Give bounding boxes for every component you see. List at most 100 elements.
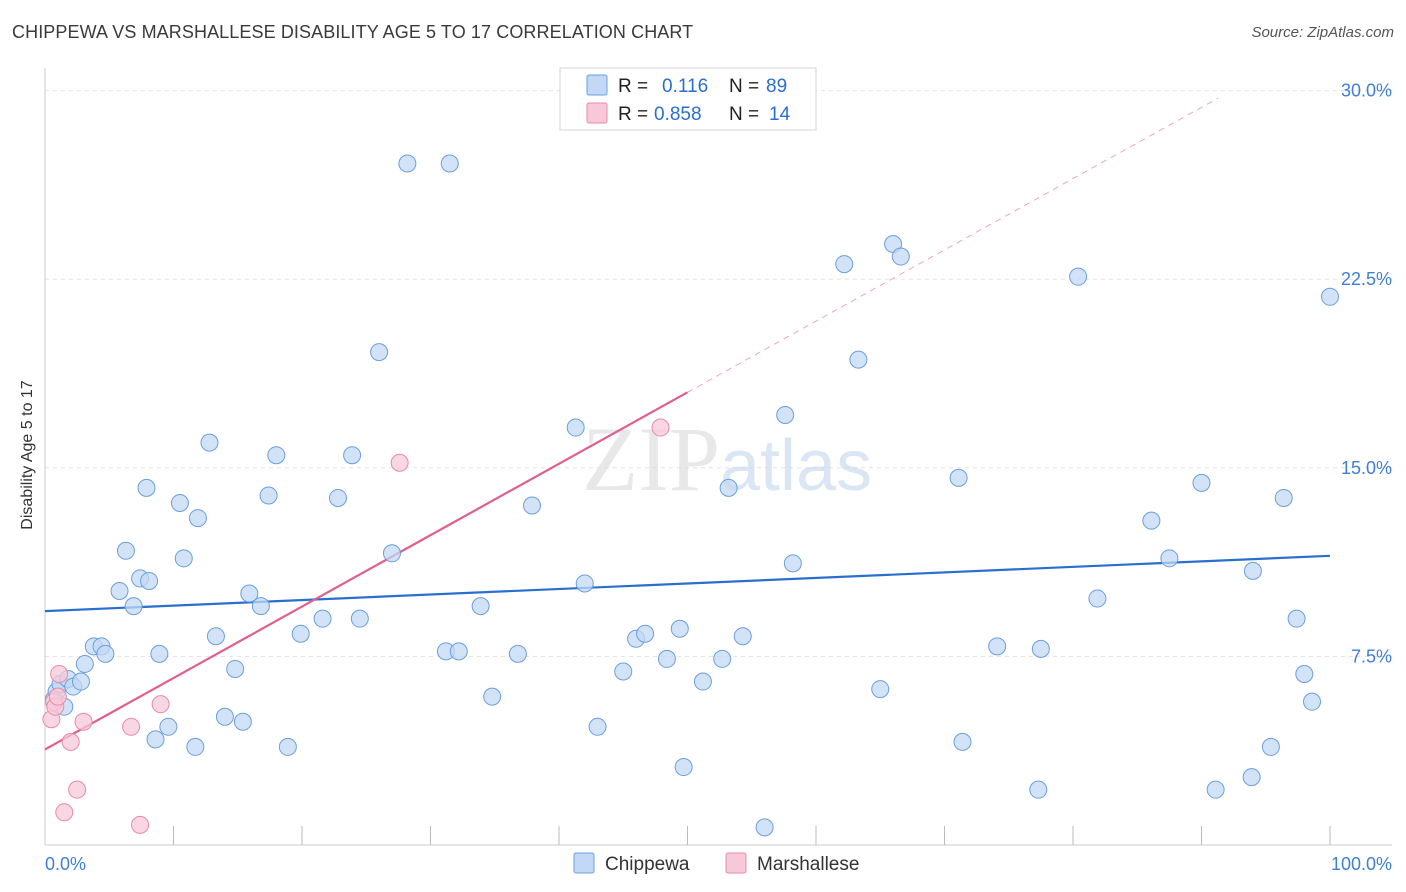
point-chippewa	[1029, 780, 1048, 799]
data-points	[42, 154, 1339, 837]
bottom-legend-swatch-marshallese	[725, 852, 747, 874]
legend-r-value-chippewa: 0.116	[662, 76, 708, 97]
point-chippewa	[1321, 287, 1339, 306]
y-tick-label: 7.5%	[1351, 646, 1392, 666]
point-chippewa	[278, 737, 297, 756]
point-chippewa	[350, 609, 369, 628]
point-chippewa	[215, 707, 234, 726]
point-chippewa	[1261, 737, 1280, 756]
point-chippewa	[988, 637, 1007, 656]
legend-n-label-marshallese: N =	[729, 104, 759, 125]
point-chippewa	[755, 818, 774, 837]
point-chippewa	[1088, 589, 1107, 608]
point-chippewa	[1160, 549, 1179, 568]
point-chippewa	[124, 597, 143, 616]
point-chippewa	[849, 350, 868, 369]
legend-n-value-chippewa: 89	[766, 76, 787, 97]
point-chippewa	[1295, 664, 1314, 683]
point-chippewa	[110, 582, 129, 601]
tick-labels: 7.5% 15.0% 22.5% 30.0% 0.0% 100.0%	[45, 81, 1392, 874]
point-marshallese	[151, 695, 170, 714]
point-chippewa	[343, 446, 362, 465]
legend: R = 0.116 N = 89 R = 0.858 N = 14	[559, 67, 817, 131]
point-marshallese	[48, 687, 67, 706]
point-chippewa	[233, 712, 252, 731]
point-chippewa	[953, 732, 972, 751]
point-marshallese	[390, 453, 409, 472]
chart-title: CHIPPEWA VS MARSHALLESE DISABILITY AGE 5…	[12, 22, 694, 42]
point-chippewa	[159, 717, 178, 736]
y-tick-label: 30.0%	[1341, 81, 1392, 101]
bottom-legend-label-marshallese: Marshallese	[757, 854, 859, 875]
legend-n-value-marshallese: 14	[769, 104, 791, 125]
point-chippewa	[871, 680, 890, 699]
legend-swatch-chippewa	[586, 74, 608, 96]
point-chippewa	[636, 624, 655, 643]
legend-r-label-marshallese: R =	[618, 104, 648, 125]
point-chippewa	[440, 154, 459, 173]
x-tick-label-min: 0.0%	[45, 854, 86, 874]
point-chippewa	[146, 730, 165, 749]
point-chippewa	[1142, 511, 1161, 530]
legend-r-label-chippewa: R =	[618, 76, 648, 97]
point-chippewa	[150, 644, 169, 663]
point-chippewa	[1192, 473, 1211, 492]
point-chippewa	[1287, 609, 1306, 628]
legend-r-value-marshallese: 0.858	[654, 104, 702, 125]
point-marshallese	[55, 803, 74, 822]
point-marshallese	[68, 780, 87, 799]
point-chippewa	[949, 468, 968, 487]
point-chippewa	[1274, 488, 1293, 507]
point-chippewa	[657, 649, 676, 668]
point-chippewa	[313, 609, 332, 628]
point-marshallese	[122, 717, 141, 736]
point-marshallese	[131, 815, 150, 834]
point-chippewa	[575, 574, 594, 593]
point-chippewa	[614, 662, 633, 681]
point-chippewa	[206, 627, 225, 646]
point-chippewa	[1243, 561, 1262, 580]
point-chippewa	[71, 672, 90, 691]
watermark-atlas: atlas	[720, 426, 872, 506]
point-chippewa	[251, 597, 270, 616]
point-marshallese	[50, 664, 69, 683]
point-chippewa	[188, 509, 207, 528]
point-chippewa	[116, 541, 135, 560]
point-chippewa	[140, 571, 159, 590]
point-chippewa	[398, 154, 417, 173]
point-marshallese	[74, 712, 93, 731]
point-chippewa	[523, 496, 542, 515]
point-chippewa	[137, 478, 156, 497]
point-chippewa	[588, 717, 607, 736]
point-chippewa	[174, 549, 193, 568]
trend-line-extension-marshallese	[687, 97, 1219, 393]
y-tick-label: 15.0%	[1341, 458, 1392, 478]
point-chippewa	[259, 486, 278, 505]
watermark-zip: ZIP	[582, 408, 720, 510]
point-chippewa	[483, 687, 502, 706]
source-label: Source: ZipAtlas.com	[1251, 24, 1394, 41]
point-chippewa	[1206, 780, 1225, 799]
point-chippewa	[1031, 639, 1050, 658]
x-tick-label-max: 100.0%	[1331, 854, 1392, 874]
point-chippewa	[670, 619, 689, 638]
point-chippewa	[693, 672, 712, 691]
bottom-legend: Chippewa Marshallese	[573, 852, 859, 875]
point-chippewa	[1069, 267, 1088, 286]
point-chippewa	[566, 418, 585, 437]
point-chippewa	[370, 343, 389, 362]
legend-n-label-chippewa: N =	[729, 76, 759, 97]
point-chippewa	[471, 597, 490, 616]
gridlines	[45, 90, 1392, 657]
point-chippewa	[508, 644, 527, 663]
point-chippewa	[382, 544, 401, 563]
point-chippewa	[783, 554, 802, 573]
point-marshallese	[651, 418, 670, 437]
axes	[44, 68, 1392, 846]
point-chippewa	[200, 433, 219, 452]
point-chippewa	[96, 644, 115, 663]
point-chippewa	[891, 247, 910, 266]
point-chippewa	[186, 737, 205, 756]
point-chippewa	[170, 493, 189, 512]
